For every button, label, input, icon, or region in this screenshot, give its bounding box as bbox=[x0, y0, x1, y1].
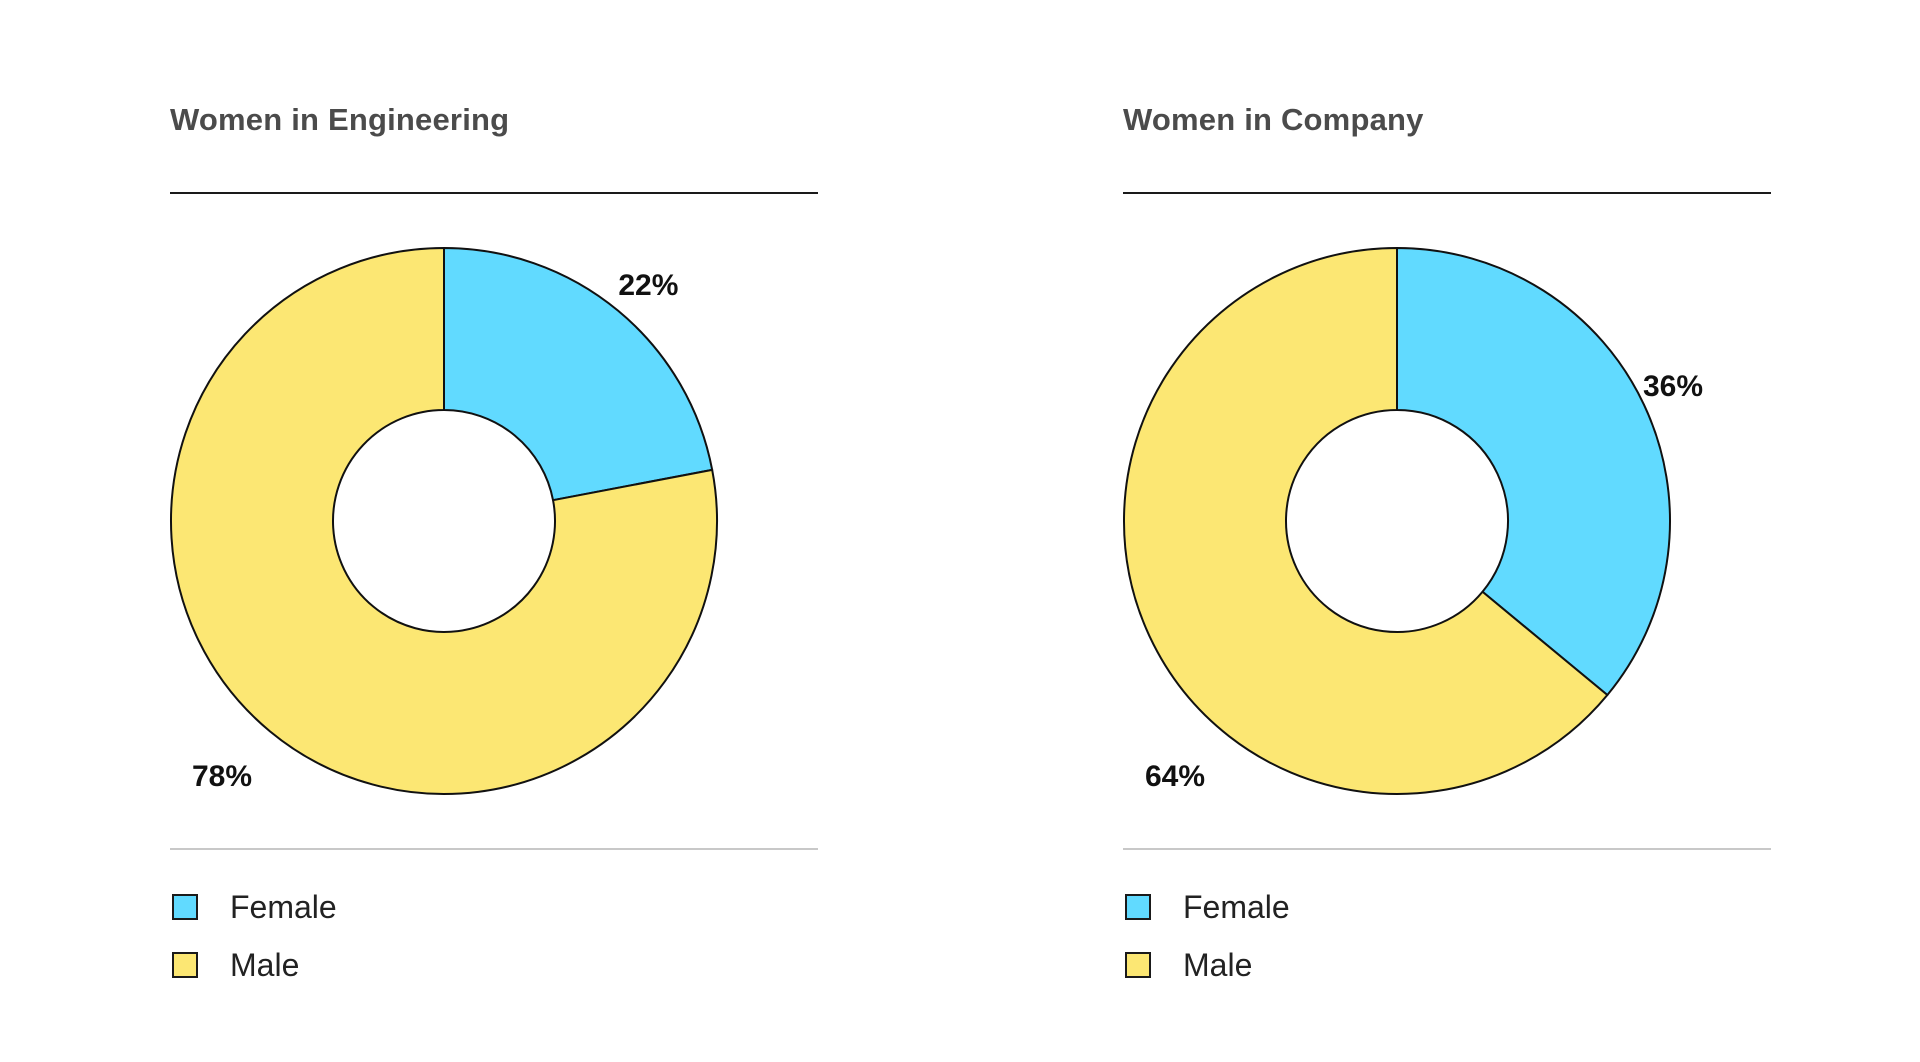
slice-male bbox=[1123, 247, 1609, 795]
company-title-divider bbox=[1123, 192, 1771, 194]
slice-label-male: 78% bbox=[192, 760, 252, 793]
slice-label-female: 36% bbox=[1643, 370, 1703, 403]
legend-swatch-female bbox=[1125, 894, 1151, 920]
slice-label-male: 64% bbox=[1145, 760, 1205, 793]
engineering-legend: Female Male bbox=[172, 889, 337, 1009]
company-chart-panel: Women in Company 36% 64% Female Male bbox=[1123, 0, 1773, 1062]
legend-item-male: Male bbox=[1125, 947, 1290, 983]
slice-label-female: 22% bbox=[618, 269, 678, 302]
slice-female bbox=[1396, 247, 1671, 697]
legend-label-female: Female bbox=[1183, 888, 1290, 925]
company-legend-divider bbox=[1123, 848, 1771, 850]
company-chart-title: Women in Company bbox=[1123, 102, 1424, 137]
company-legend: Female Male bbox=[1125, 889, 1290, 1009]
legend-swatch-male bbox=[1125, 952, 1151, 978]
engineering-legend-divider bbox=[170, 848, 818, 850]
legend-label-male: Male bbox=[230, 946, 300, 983]
engineering-chart-title: Women in Engineering bbox=[170, 102, 510, 137]
legend-swatch-male bbox=[172, 952, 198, 978]
company-donut-chart: 36% 64% bbox=[1123, 247, 1703, 795]
slice-male bbox=[170, 247, 718, 795]
engineering-donut-chart: 22% 78% bbox=[170, 247, 718, 795]
legend-item-female: Female bbox=[1125, 889, 1290, 925]
legend-label-male: Male bbox=[1183, 946, 1253, 983]
legend-item-female: Female bbox=[172, 889, 337, 925]
legend-item-male: Male bbox=[172, 947, 337, 983]
slice-female bbox=[443, 247, 714, 502]
engineering-title-divider bbox=[170, 192, 818, 194]
legend-swatch-female bbox=[172, 894, 198, 920]
engineering-chart-panel: Women in Engineering 22% 78% Female Male bbox=[170, 0, 820, 1062]
legend-label-female: Female bbox=[230, 888, 337, 925]
